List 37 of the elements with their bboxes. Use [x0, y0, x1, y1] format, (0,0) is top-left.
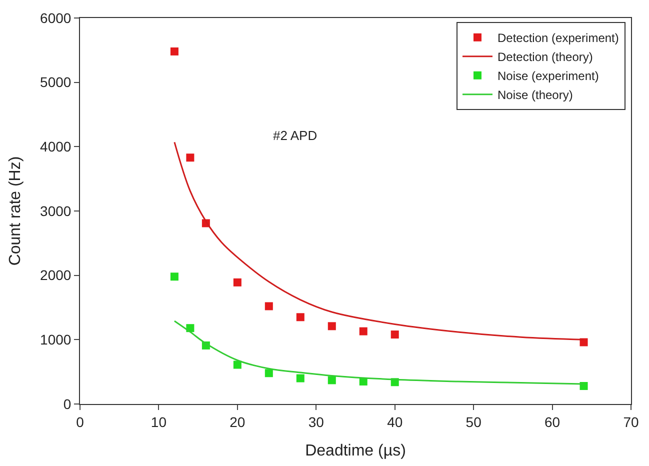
y-axis-title: Count rate (Hz) [6, 156, 24, 266]
point [580, 338, 588, 346]
point [359, 327, 368, 336]
x-tick-label: 70 [623, 414, 639, 430]
x-tick-label: 60 [544, 414, 560, 430]
point [390, 330, 399, 339]
legend-label: Noise (theory) [497, 88, 573, 102]
point [186, 154, 194, 162]
point [264, 369, 273, 378]
point [328, 376, 336, 384]
x-tick-label: 30 [308, 414, 324, 430]
point [580, 382, 588, 390]
x-tick-label: 40 [387, 414, 403, 430]
point [296, 374, 304, 382]
legend-label: Noise (experiment) [497, 69, 599, 84]
x-tick-label: 20 [230, 414, 246, 430]
point [170, 272, 178, 281]
y-tick-label: 2000 [40, 267, 72, 284]
y-tick-label: 0 [63, 396, 72, 412]
y-tick-label: 4000 [40, 138, 72, 155]
y-tick-label: 1000 [40, 332, 72, 348]
y-tick-label: 5000 [40, 74, 72, 90]
point [170, 47, 178, 56]
point [233, 278, 242, 286]
legend-label: Detection (experiment) [497, 31, 619, 46]
legend-label: Detection (theory) [497, 50, 593, 64]
point [233, 360, 242, 369]
x-tick-label: 50 [466, 414, 482, 430]
point [264, 302, 273, 310]
x-tick-label: 10 [150, 414, 167, 430]
point [296, 313, 304, 322]
point [328, 322, 336, 330]
y-tick-label: 3000 [40, 202, 72, 219]
x-axis-title: Deadtime (µs) [305, 442, 406, 460]
annotation: #2 APD [273, 128, 318, 143]
y-tick-label: 6000 [40, 10, 72, 26]
x-tick-label: 0 [76, 414, 84, 430]
